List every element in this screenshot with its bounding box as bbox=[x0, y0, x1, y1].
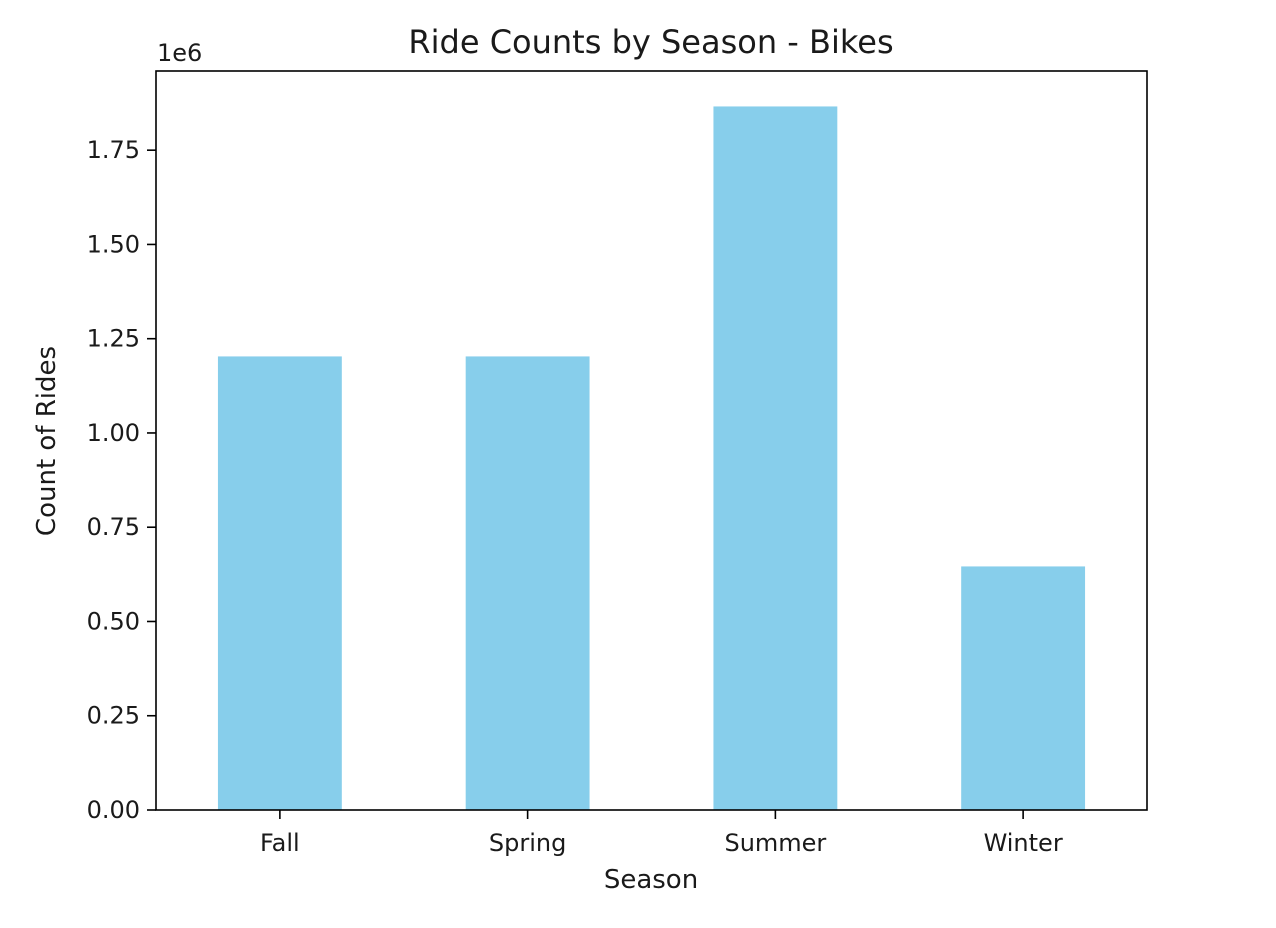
chart-title: Ride Counts by Season - Bikes bbox=[408, 23, 893, 61]
y-tick-label: 1.00 bbox=[87, 419, 140, 447]
bar-spring bbox=[465, 356, 590, 810]
y-tick-label: 0.75 bbox=[87, 513, 140, 541]
x-tick-label: Spring bbox=[489, 829, 566, 857]
bar-winter bbox=[961, 566, 1086, 810]
bar-summer bbox=[713, 106, 838, 810]
x-tick-label: Winter bbox=[984, 829, 1063, 857]
x-axis-label: Season bbox=[604, 865, 698, 895]
y-tick-label: 0.00 bbox=[87, 796, 140, 824]
y-axis-ticks: 0.00 0.25 0.50 0.75 1.00 1.25 1.50 1.75 bbox=[87, 136, 156, 824]
y-tick-label: 1.50 bbox=[87, 230, 140, 258]
y-tick-label: 1.75 bbox=[87, 136, 140, 164]
bar-fall bbox=[217, 356, 342, 810]
x-axis-ticks: Fall Spring Summer Winter bbox=[260, 810, 1063, 857]
y-axis-offset-label: 1e6 bbox=[157, 39, 202, 67]
y-tick-label: 1.25 bbox=[87, 325, 140, 353]
y-tick-label: 0.25 bbox=[87, 702, 140, 730]
bars-group bbox=[217, 106, 1086, 810]
plot-frame bbox=[155, 70, 1148, 811]
y-tick-label: 0.50 bbox=[87, 607, 140, 635]
x-tick-label: Fall bbox=[260, 829, 300, 857]
y-axis-label: Count of Rides bbox=[32, 346, 62, 536]
x-tick-label: Summer bbox=[724, 829, 826, 857]
